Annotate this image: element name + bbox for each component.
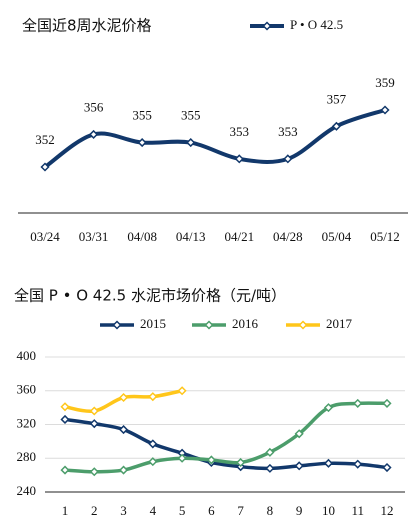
point-marker: [382, 462, 392, 473]
legend-label: 2015: [140, 316, 166, 331]
point-marker: [60, 402, 70, 412]
data-label: 352: [35, 132, 55, 147]
x-tick-label: 9: [296, 503, 303, 518]
point-marker: [234, 154, 244, 164]
data-label: 353: [230, 124, 250, 139]
point-marker: [40, 162, 50, 172]
x-tick-label: 4: [150, 503, 157, 518]
point-marker: [118, 392, 129, 403]
x-tick-label: 04/13: [176, 229, 206, 244]
legend-marker: [262, 21, 272, 31]
legend-marker: [204, 320, 214, 330]
x-tick-label: 10: [322, 503, 335, 518]
point-marker: [60, 414, 70, 424]
legend-marker: [298, 320, 308, 330]
point-marker: [177, 453, 187, 463]
data-label: 353: [278, 124, 298, 139]
series-line: [63, 401, 389, 474]
point-marker: [89, 467, 99, 477]
y-tick-label: 360: [17, 382, 37, 397]
data-label: 356: [84, 99, 104, 114]
point-marker: [89, 129, 99, 139]
point-marker: [323, 403, 334, 413]
point-marker: [118, 425, 129, 435]
x-tick-label: 1: [62, 503, 69, 518]
x-tick-label: 3: [120, 503, 127, 518]
x-tick-label: 2: [91, 503, 98, 518]
legend-label: 2016: [232, 316, 259, 331]
point-marker: [265, 463, 275, 473]
x-tick-label: 12: [381, 503, 394, 518]
point-marker: [382, 398, 392, 408]
point-marker: [294, 429, 304, 439]
point-marker: [177, 386, 187, 396]
point-marker: [206, 455, 216, 465]
x-tick-label: 11: [351, 503, 364, 518]
y-tick-label: 240: [17, 483, 37, 498]
point-marker: [236, 457, 246, 468]
x-tick-label: 05/04: [322, 229, 352, 244]
point-marker: [353, 398, 363, 408]
y-tick-label: 400: [17, 348, 37, 363]
point-marker: [148, 439, 158, 449]
x-tick-label: 04/21: [224, 229, 254, 244]
point-marker: [265, 447, 275, 457]
x-tick-label: 03/31: [79, 229, 109, 244]
point-marker: [60, 465, 70, 475]
x-tick-label: 03/24: [30, 229, 60, 244]
x-tick-label: 6: [208, 503, 215, 518]
legend-label: P • O 42.5: [290, 17, 343, 32]
point-marker: [118, 465, 129, 475]
legend-marker: [112, 320, 122, 330]
chart-title: 全国 P • O 42.5 水泥市场价格（元/吨）: [14, 287, 286, 305]
chart-title: 全国近8周水泥价格: [22, 17, 152, 35]
point-marker: [186, 138, 196, 148]
data-label: 359: [375, 75, 395, 90]
point-marker: [89, 419, 99, 429]
point-marker: [148, 457, 158, 467]
y-tick-label: 280: [17, 449, 37, 464]
x-tick-label: 04/28: [273, 229, 303, 244]
point-marker: [148, 392, 158, 402]
point-marker: [89, 406, 99, 416]
series-line: [43, 108, 387, 169]
y-tick-label: 320: [17, 415, 37, 430]
data-label: 355: [181, 108, 201, 123]
x-tick-label: 7: [237, 503, 244, 518]
point-marker: [283, 154, 293, 164]
point-marker: [331, 121, 341, 131]
data-label: 355: [132, 108, 152, 123]
x-tick-label: 04/08: [127, 229, 157, 244]
point-marker: [353, 459, 363, 469]
point-marker: [323, 458, 334, 468]
point-marker: [137, 138, 147, 148]
legend-label: 2017: [326, 316, 353, 331]
data-label: 357: [327, 91, 347, 106]
x-tick-label: 05/12: [370, 229, 400, 244]
x-tick-label: 5: [179, 503, 186, 518]
point-marker: [294, 461, 304, 471]
x-tick-label: 8: [267, 503, 274, 518]
point-marker: [380, 105, 390, 115]
